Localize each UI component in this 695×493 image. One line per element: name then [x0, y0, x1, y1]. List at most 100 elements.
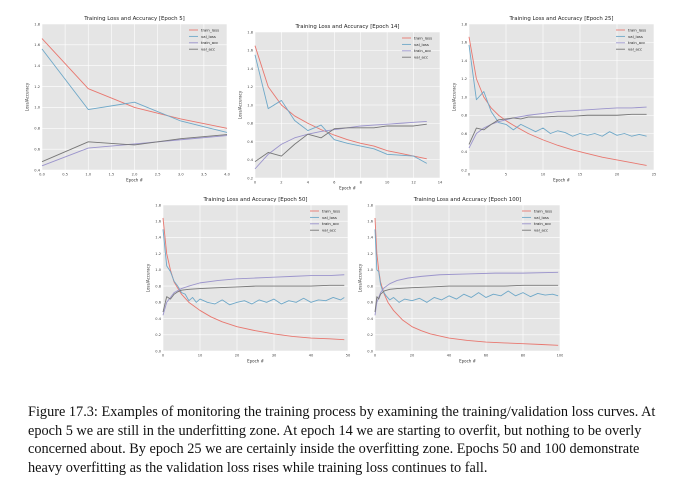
chart-epoch-14: 0 2 4 6 8 10 12 14 0.2 0.4 0.6 0.8 1.0 1.2 1.4 1.6 1.8 Tr…: [233, 20, 443, 192]
x-tick-label: 5: [505, 173, 507, 177]
y-tick-label: 0.0: [367, 349, 373, 353]
series-line-train-acc: [374, 271, 559, 316]
y-tick-label: 1.0: [34, 106, 40, 110]
x-tick-label: 50: [346, 354, 351, 358]
series-line-val-acc: [162, 284, 345, 313]
legend-label-val-loss: val_loss: [414, 42, 429, 47]
y-tick-label: 1.8: [247, 30, 253, 34]
series-line-val-loss: [468, 44, 647, 137]
x-tick-label: 25: [652, 173, 657, 177]
x-tick-label: 30: [272, 354, 277, 358]
x-tick-label: 0: [254, 181, 257, 185]
y-tick-label: 0.6: [247, 140, 253, 144]
y-axis-label: Loss/Accuracy: [146, 263, 151, 292]
series-line-val-acc: [41, 134, 228, 163]
y-tick-label: 0.8: [461, 114, 467, 118]
x-tick-label: 40: [447, 354, 452, 358]
y-tick-label: 0.6: [34, 147, 40, 151]
series-line-train-acc: [254, 120, 427, 170]
x-tick-label: 0.5: [62, 173, 68, 177]
y-tick-label: 0.6: [461, 132, 467, 136]
y-tick-label: 1.8: [34, 22, 40, 26]
x-tick-label: 1.5: [109, 173, 115, 177]
series-line-train-acc: [162, 274, 345, 316]
y-tick-label: 1.0: [247, 103, 253, 107]
legend-label-val-acc: val_acc: [322, 228, 336, 233]
y-tick-label: 0.2: [155, 333, 161, 337]
y-tick-label: 1.2: [155, 252, 161, 256]
legend-label-train-acc: train_acc: [322, 221, 339, 226]
x-tick-label: 2.5: [155, 173, 161, 177]
y-axis-label: Loss/Accuracy: [358, 263, 363, 292]
y-axis-label: Loss/Accuracy: [452, 82, 457, 111]
y-tick-label: 0.6: [367, 301, 373, 305]
legend-label-train-acc: train_acc: [534, 221, 551, 226]
x-tick-label: 20: [235, 354, 240, 358]
legend-label-val-loss: val_loss: [322, 215, 337, 220]
chart-title: Training Loss and Accuracy [Epoch 14]: [295, 24, 400, 30]
x-tick-label: 10: [385, 181, 390, 185]
legend-label-val-acc: val_acc: [414, 55, 428, 60]
x-tick-label: 3.0: [178, 173, 184, 177]
y-tick-label: 0.4: [155, 317, 161, 321]
y-tick-label: 1.2: [367, 252, 373, 256]
y-tick-label: 0.6: [155, 301, 161, 305]
x-tick-label: 40: [309, 354, 314, 358]
y-tick-label: 0.8: [247, 122, 253, 126]
x-tick-label: 80: [521, 354, 526, 358]
legend-label-train-loss: train_loss: [322, 208, 340, 213]
x-tick-label: 0: [162, 354, 165, 358]
series-line-val-loss: [374, 229, 559, 303]
series-line-train-acc: [41, 135, 228, 167]
legend-label-val-acc: val_acc: [628, 47, 642, 52]
x-tick-label: 2.0: [132, 173, 138, 177]
x-axis-label: Epoch #: [459, 359, 477, 364]
x-tick-label: 0: [468, 173, 471, 177]
legend-label-train-loss: train_loss: [628, 27, 646, 32]
x-tick-label: 20: [410, 354, 415, 358]
y-tick-label: 1.6: [34, 43, 40, 47]
x-tick-label: 15: [578, 173, 583, 177]
legend-label-val-acc: val_acc: [201, 47, 215, 52]
chart-svg: 0 2 4 6 8 10 12 14 0.2 0.4 0.6 0.8 1.0 1.2 1.4 1.6 1.8 Tr…: [238, 24, 443, 191]
y-tick-label: 1.8: [461, 22, 467, 26]
x-tick-label: 20: [615, 173, 620, 177]
y-tick-label: 1.4: [155, 236, 161, 240]
y-tick-label: 1.0: [367, 268, 373, 272]
chart-svg: 0 10 20 30 40 50 0.0 0.2 0.4 0.6 0.8 1.0 1.2 1.4 1.6 1.…: [146, 197, 351, 364]
x-tick-label: 8: [360, 181, 363, 185]
y-tick-label: 1.4: [367, 236, 373, 240]
x-axis-label: Epoch #: [339, 186, 357, 191]
y-axis-label: Loss/Accuracy: [25, 82, 30, 111]
x-tick-label: 6: [333, 181, 336, 185]
legend-label-train-acc: train_acc: [201, 40, 218, 45]
chart-title: Training Loss and Accuracy [Epoch 5]: [83, 16, 185, 22]
y-tick-label: 0.2: [247, 176, 253, 180]
y-tick-label: 0.4: [247, 158, 253, 162]
series-line-train-loss: [254, 45, 427, 160]
y-tick-label: 0.2: [367, 333, 373, 337]
plot-area: [375, 205, 560, 351]
y-tick-label: 0.2: [461, 168, 467, 172]
chart-epoch-25: 0 5 10 15 20 25 0.2 0.4 0.6 0.8 1.0 1.2 1.4 1.6 1.8 Tra…: [447, 12, 657, 184]
x-tick-label: 1.0: [85, 173, 91, 177]
x-tick-label: 100: [557, 354, 563, 358]
legend-label-train-loss: train_loss: [414, 35, 432, 40]
legend-label-train-loss: train_loss: [534, 208, 552, 213]
x-tick-label: 12: [411, 181, 416, 185]
legend-label-val-loss: val_loss: [628, 34, 643, 39]
y-tick-label: 0.4: [461, 150, 467, 154]
chart-epoch-100: 0 20 40 60 80 100 0.0 0.2 0.4 0.6 0.8 1.0 1.2 1.4 1.6 1…: [353, 193, 564, 365]
x-tick-label: 0: [374, 354, 377, 358]
legend-label-train-loss: train_loss: [201, 27, 219, 32]
y-tick-label: 1.4: [461, 59, 467, 63]
x-axis-label: Epoch #: [126, 178, 144, 183]
y-tick-label: 0.8: [34, 127, 40, 131]
y-tick-label: 1.6: [461, 41, 467, 45]
chart-epoch-5: 0.0 0.5 1.0 1.5 2.0 2.5 3.0 3.5 4.0 0.4 0.6 0.8 1.0 1…: [20, 12, 231, 184]
y-tick-label: 0.8: [155, 284, 161, 288]
x-tick-label: 3.5: [201, 173, 207, 177]
chart-title: Training Loss and Accuracy [Epoch 100]: [413, 197, 521, 203]
legend-label-val-acc: val_acc: [534, 228, 548, 233]
